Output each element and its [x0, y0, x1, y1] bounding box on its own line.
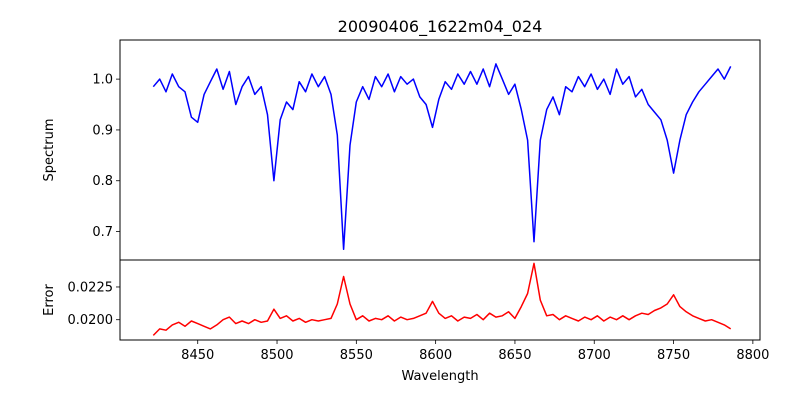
error-axes-frame — [119, 259, 761, 341]
x-axis-label: Wavelength — [401, 369, 478, 384]
spectrum-axes-frame — [119, 39, 761, 261]
error-ytick-label: 0.0200 — [68, 313, 114, 328]
spectrum-axes: 0.7 0.8 0.9 1.0 — [92, 39, 761, 261]
spectrum-ytick-label: 0.9 — [92, 123, 113, 138]
spectrum-y-label: Spectrum — [42, 119, 57, 182]
xtick-label: 8450 — [181, 348, 214, 363]
error-y-label: Error — [42, 284, 57, 316]
error-line — [152, 262, 732, 336]
xtick-label: 8600 — [419, 348, 452, 363]
xtick-label: 8700 — [578, 348, 611, 363]
spectrum-ytick-label: 0.8 — [92, 174, 113, 189]
xtick-label: 8550 — [340, 348, 373, 363]
chart-title: 20090406_1622m04_024 — [338, 17, 543, 37]
spectrum-line — [152, 63, 732, 251]
error-ytick-label: 0.0225 — [68, 280, 114, 295]
spectrum-ytick-label: 0.7 — [92, 225, 113, 240]
error-axes: 0.0200 0.0225 8450 8500 8550 8600 8650 8700 8750… — [68, 259, 769, 363]
xtick-label: 8500 — [260, 348, 293, 363]
xtick-label: 8750 — [657, 348, 690, 363]
spectrum-ytick-label: 1.0 — [92, 73, 113, 88]
xtick-label: 8800 — [736, 348, 769, 363]
xtick-label: 8650 — [498, 348, 531, 363]
